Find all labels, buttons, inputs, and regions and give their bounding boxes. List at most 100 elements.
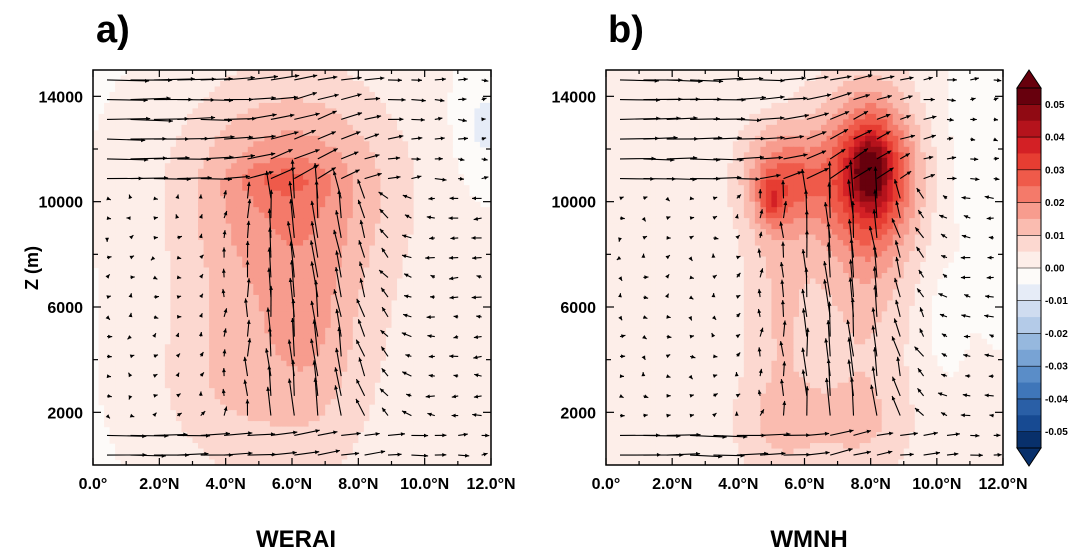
contour-cell: [479, 338, 487, 345]
contour-cell: [463, 404, 470, 411]
wind-vector: [177, 453, 209, 456]
contour-cell: [463, 426, 470, 433]
contour-cell: [286, 393, 293, 400]
contour-cell: [209, 80, 216, 88]
contour-cell: [292, 333, 299, 340]
contour-cell: [286, 119, 293, 126]
contour-cell: [308, 229, 315, 236]
contour-cell: [330, 437, 337, 444]
contour-cell: [435, 245, 442, 252]
contour-cell: [175, 454, 183, 461]
contour-cell: [408, 371, 415, 378]
contour-cell: [441, 410, 448, 417]
contour-cell: [286, 174, 293, 181]
contour-cell: [413, 443, 420, 450]
contour-cell: [164, 388, 171, 395]
contour-cell: [347, 86, 354, 93]
contour-cell: [242, 443, 249, 450]
contour-cell: [380, 256, 387, 263]
contour-cell: [325, 223, 332, 230]
contour-cell: [485, 113, 491, 120]
contour-cell: [479, 294, 487, 302]
contour-cell: [308, 289, 315, 296]
contour-cell: [446, 432, 453, 439]
contour-cell: [325, 366, 332, 373]
contour-cell: [380, 212, 387, 219]
contour-cell: [408, 113, 415, 120]
contour-cell: [120, 251, 127, 258]
contour-cell: [391, 355, 398, 362]
contour-cell: [236, 102, 243, 110]
contour-cell: [308, 388, 315, 395]
contour-cell: [347, 223, 354, 230]
contour-cell: [164, 311, 171, 318]
contour-cell: [236, 91, 243, 99]
contour-cell: [137, 130, 144, 137]
contour-cell: [292, 124, 299, 131]
contour-cell: [148, 426, 155, 433]
contour-cell: [391, 349, 398, 356]
contour-cell: [142, 404, 149, 411]
contour-cell: [269, 163, 277, 170]
contour-cell: [352, 349, 359, 356]
contour-cell: [430, 80, 437, 88]
contour-cell: [253, 311, 260, 318]
contour-cell: [314, 102, 321, 110]
contour-cell: [336, 185, 343, 192]
contour-cell: [402, 404, 409, 411]
contour-cell: [385, 146, 393, 153]
contour-cell: [120, 344, 127, 351]
contour-cell: [153, 366, 160, 373]
contour-cell: [214, 410, 221, 417]
contour-cell: [186, 272, 194, 280]
contour-cell: [286, 267, 293, 274]
contour-cell: [159, 113, 166, 120]
contour-cell: [402, 360, 409, 367]
contour-cell: [485, 426, 491, 433]
contour-cell: [275, 316, 282, 323]
contour-cell: [115, 152, 122, 159]
contour-cell: [198, 283, 205, 291]
contour-cell: [430, 327, 437, 334]
contour-cell: [225, 245, 232, 252]
contour-cell: [424, 157, 431, 164]
contour-cell: [225, 234, 232, 241]
contour-cell: [424, 218, 431, 225]
contour-cell: [186, 377, 194, 384]
contour-cell: [286, 415, 293, 422]
contour-cell: [402, 102, 409, 110]
contour-cell: [380, 201, 387, 208]
contour-cell: [214, 311, 221, 318]
contour-cell: [214, 108, 221, 115]
contour-cell: [153, 256, 160, 263]
contour-cell: [109, 421, 116, 428]
contour-cell: [159, 294, 166, 302]
contour-cell: [175, 316, 183, 323]
contour-cell: [308, 124, 315, 131]
contour-cell: [236, 229, 243, 236]
contour-cell: [231, 316, 238, 323]
contour-cell: [446, 454, 453, 461]
contour-cell: [441, 113, 448, 120]
contour-cell: [247, 443, 254, 450]
contour-cell: [153, 327, 160, 334]
contour-cell: [214, 355, 221, 362]
panel-a-wind-vectors: [105, 74, 490, 458]
contour-cell: [363, 212, 370, 219]
contour-cell: [148, 102, 155, 110]
contour-cell: [159, 229, 166, 236]
contour-cell: [269, 70, 277, 77]
contour-cell: [264, 80, 271, 88]
contour-cell: [236, 80, 243, 88]
contour-cell: [164, 443, 171, 450]
contour-cell: [430, 75, 437, 82]
contour-cell: [430, 152, 437, 159]
contour-cell: [214, 294, 221, 302]
contour-cell: [137, 289, 144, 296]
contour-cell: [286, 185, 293, 192]
contour-cell: [153, 168, 160, 175]
wind-vector-head: [483, 452, 488, 457]
contour-cell: [242, 163, 249, 170]
contour-cell: [137, 283, 144, 291]
contour-cell: [408, 437, 415, 444]
